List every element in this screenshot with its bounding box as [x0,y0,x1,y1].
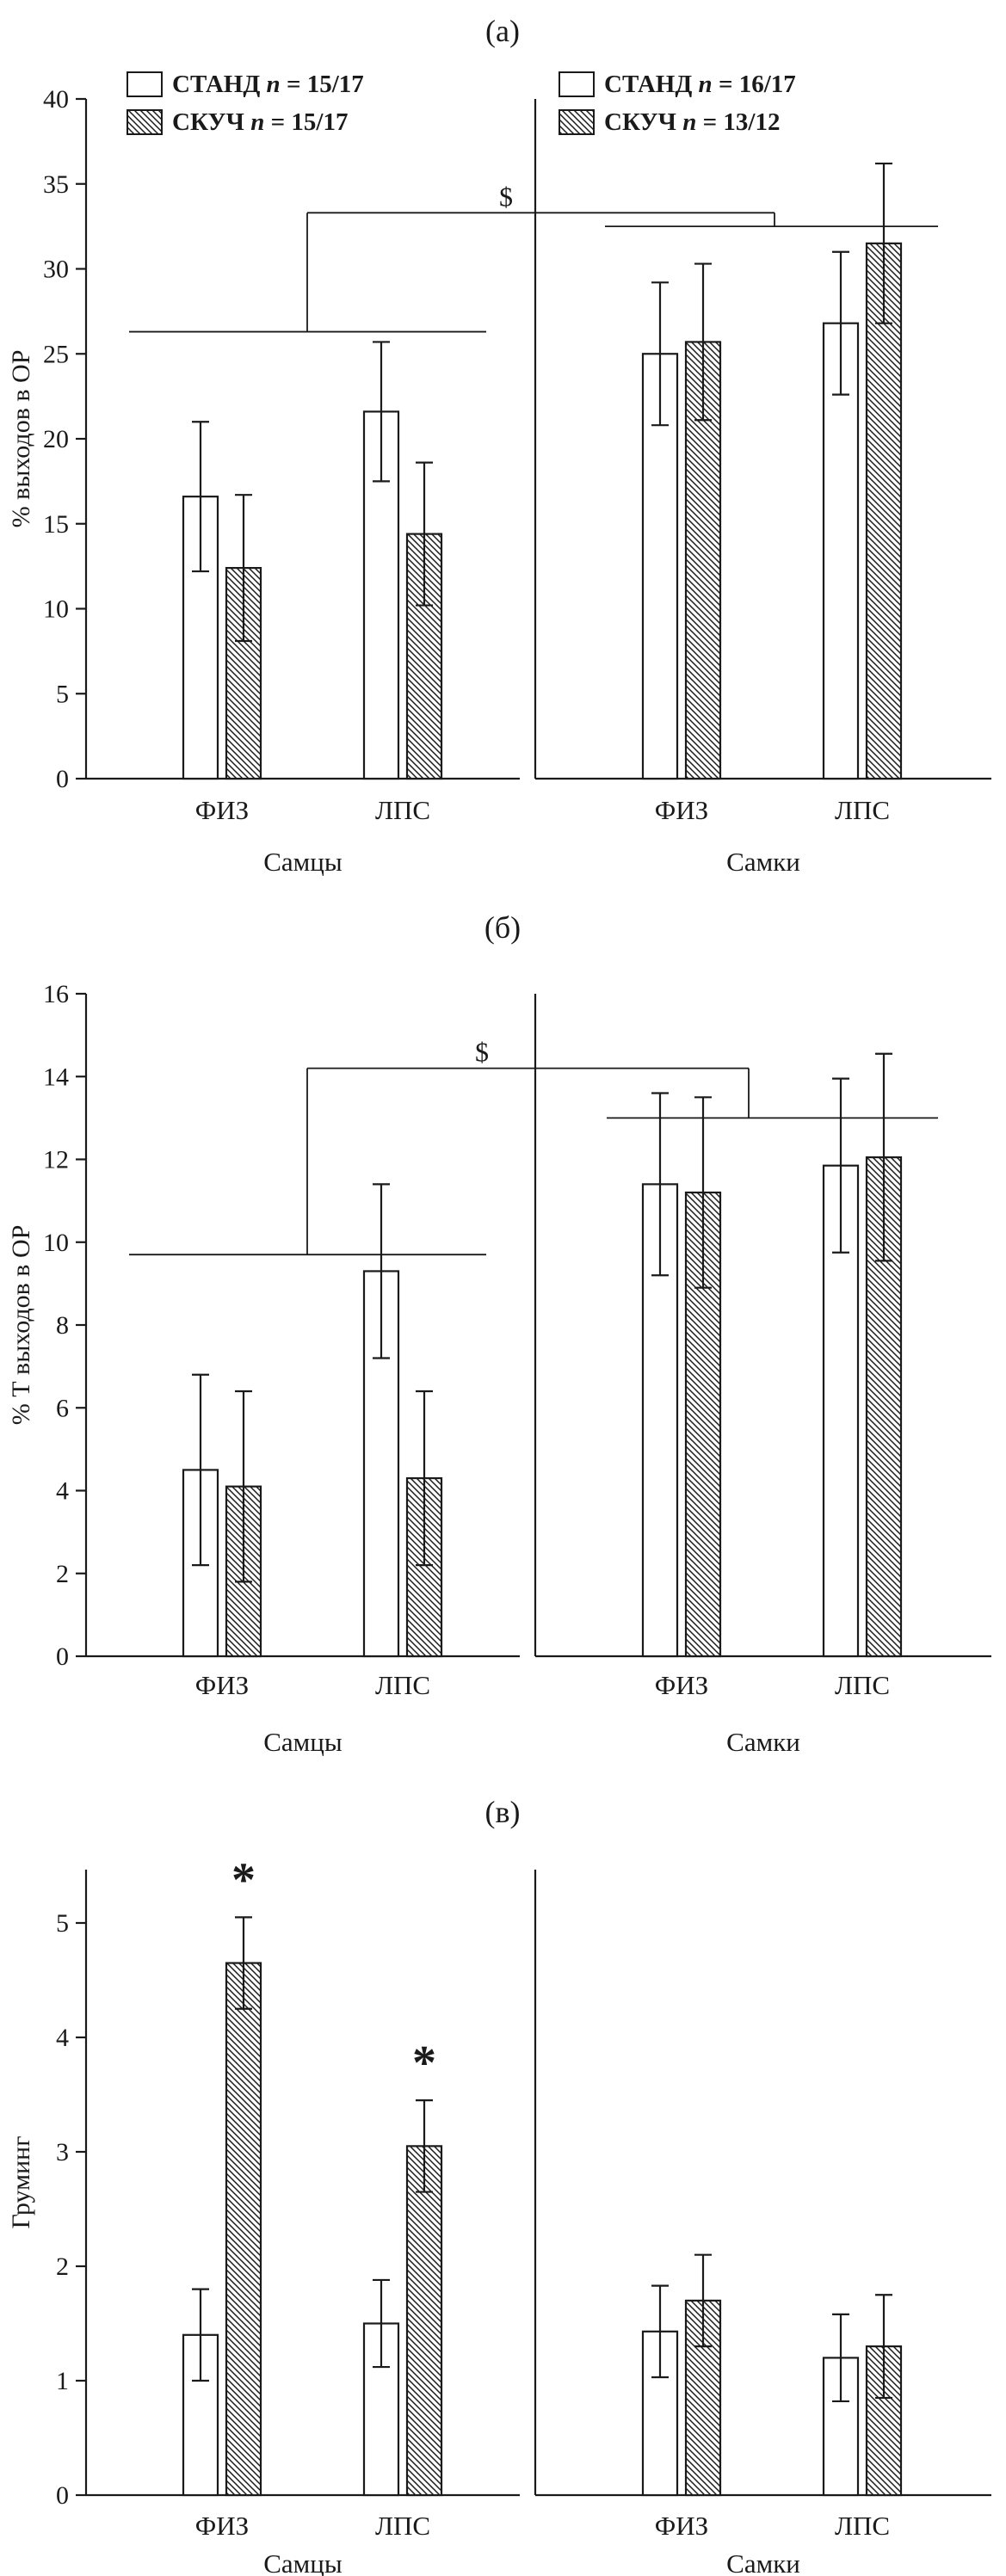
subpanel-label: Самки [726,847,800,877]
y-tick-label: 35 [43,170,69,199]
y-tick-label: 5 [56,1909,69,1938]
bar-skuch [405,2145,443,2497]
y-tick-label: 10 [43,1229,69,1257]
legend-swatch-open [559,71,595,97]
y-tick-label: 14 [43,1063,69,1091]
bar-stand [822,322,860,780]
y-tick-label: 6 [56,1394,69,1422]
y-tick-label: 12 [43,1146,69,1174]
x-tick-label: ФИЗ [655,1670,708,1700]
bar-stand [641,2330,679,2497]
chart-title: (б) [484,910,521,945]
y-tick-label: 4 [56,2024,69,2052]
legend-label: СТАНД n = 15/17 [172,71,364,98]
y-tick-label: 10 [43,595,69,624]
legend-swatch-open [127,71,163,97]
y-axis-title: % выходов в ОР [7,350,35,528]
x-tick-label: ЛПС [375,1670,430,1700]
y-tick-label: 2 [56,1560,69,1588]
panel-v-chart: (в) 0 1 2 3 4 5 Груминг * ФИЗ * ЛПС Самцы ФИЗ ЛПС Самки [7,1795,991,2576]
y-tick-label: 4 [56,1477,69,1506]
y-tick-label: 25 [43,340,69,368]
y-tick-label: 20 [43,425,69,453]
x-tick-label: ФИЗ [195,795,249,825]
y-axis-title: Груминг [7,2135,35,2228]
sig-asterisk: * [412,2037,436,2090]
legend-label: СКУЧ n = 15/17 [172,108,348,136]
y-tick-label: 16 [43,980,69,1008]
legend-swatch-hatch [559,109,595,135]
panel-a-chart: (а) 0 5 10 15 20 25 30 35 40 % выходов в ОР ФИЗ ЛПС С… [7,14,991,877]
y-tick-label: 40 [43,85,69,114]
bar-stand [182,496,219,780]
sig-symbol: $ [475,1037,489,1068]
sig-asterisk: * [231,1853,256,1907]
x-tick-label: ЛПС [835,795,890,825]
y-tick-label: 0 [56,2481,69,2510]
y-tick-label: 0 [56,1642,69,1671]
legend-swatch-hatch [127,109,163,135]
subpanel-label: Самки [726,2548,800,2576]
subpanel-label: Самки [726,1727,800,1757]
x-tick-label: ЛПС [835,1670,890,1700]
y-tick-label: 3 [56,2138,69,2166]
panel-b: (б) 0 2 4 6 8 10 12 14 16 % Т выходов в ОР ФИЗ ЛПС Са… [0,899,1006,1772]
x-tick-label: ФИЗ [195,1670,249,1700]
panel-v: (в) 0 1 2 3 4 5 Груминг * ФИЗ * ЛПС Самцы ФИЗ ЛПС Самки [0,1772,1006,2576]
x-tick-label: ФИЗ [655,2511,708,2541]
y-tick-label: 1 [56,2367,69,2395]
panel-a: (а) 0 5 10 15 20 25 30 35 40 % выходов в ОР ФИЗ ЛПС С… [0,0,1006,899]
x-tick-label: ФИЗ [195,2511,249,2541]
y-tick-label: 8 [56,1311,69,1340]
subpanel-label: Самцы [263,847,343,877]
chart-title: (а) [485,14,520,48]
chart-title: (в) [485,1795,521,1829]
y-tick-label: 15 [43,510,69,539]
y-tick-label: 2 [56,2252,69,2281]
y-tick-label: 5 [56,680,69,708]
x-tick-label: ФИЗ [655,795,708,825]
panel-b-chart: (б) 0 2 4 6 8 10 12 14 16 % Т выходов в ОР ФИЗ ЛПС Са… [7,910,991,1757]
y-axis-title: % Т выходов в ОР [7,1225,35,1426]
subpanel-label: Самцы [263,1727,343,1757]
subpanel-label: Самцы [263,2548,343,2576]
x-tick-label: ЛПС [835,2511,890,2541]
y-tick-label: 30 [43,256,69,284]
x-tick-label: ЛПС [375,2511,430,2541]
bar-skuch [225,1962,262,2497]
y-tick-label: 0 [56,765,69,793]
sig-symbol: $ [499,181,513,212]
legend-label: СТАНД n = 16/17 [604,71,796,98]
x-tick-label: ЛПС [375,795,430,825]
legend-label: СКУЧ n = 13/12 [604,108,780,136]
